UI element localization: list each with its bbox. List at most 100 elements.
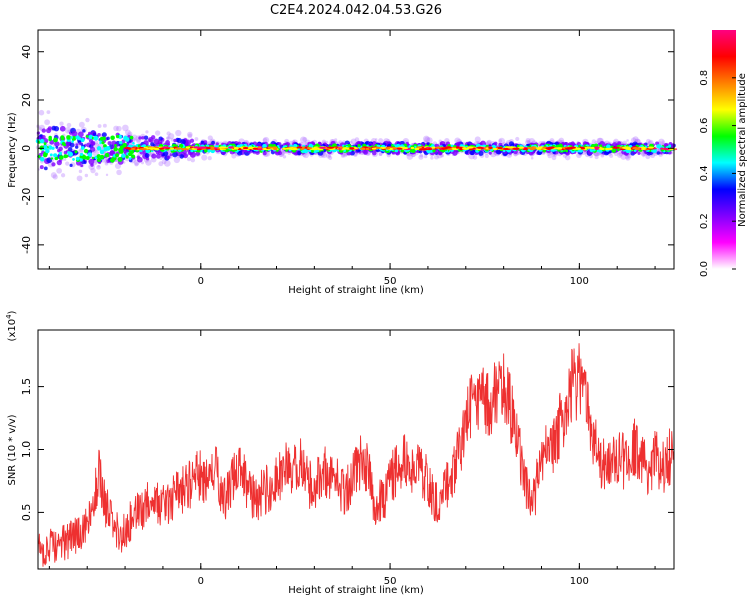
- colorbar-label: Normalized spectral amplitude: [737, 73, 748, 227]
- heatmap-cell: [297, 150, 302, 156]
- heatmap-cell-core: [110, 135, 115, 141]
- heatmap-cell-faint: [38, 109, 45, 116]
- heatmap-cell-core: [113, 147, 118, 152]
- heatmap-cell-faint: [349, 140, 353, 144]
- heatmap-cell-faint: [564, 154, 571, 161]
- heatmap-cell: [464, 150, 469, 155]
- heatmap-cell-faint: [67, 129, 71, 133]
- heatmap-cell-faint: [378, 152, 383, 156]
- heatmap-cell-faint: [173, 156, 181, 164]
- heatmap-cell-core: [128, 157, 132, 160]
- figure-title: C2E4.2024.042.04.53.G26: [270, 3, 442, 18]
- heatmap-cell-faint: [334, 138, 338, 142]
- heatmap-cell-peak: [488, 146, 493, 149]
- heatmap-cell-core: [668, 144, 672, 148]
- heatmap-cell: [203, 140, 208, 144]
- heatmap-cell-faint: [547, 153, 553, 159]
- heatmap-cell: [51, 162, 56, 167]
- heatmap-cell-peak: [312, 147, 320, 150]
- snr-y-axis-label: SNR (10 * v/v): [7, 414, 18, 485]
- colorbar: 0.0 0.2 0.4 0.6 0.8 Normalized spectral ampl…: [699, 30, 748, 277]
- heatmap-cell-faint: [84, 173, 89, 178]
- spectrogram-x-tick-label: 0: [198, 276, 204, 287]
- heatmap-cell-peak: [444, 146, 452, 149]
- heatmap-cell-faint: [378, 152, 383, 156]
- heatmap-cell-faint: [292, 139, 296, 143]
- heatmap-cell: [121, 139, 126, 144]
- heatmap-cell-peak: [306, 146, 312, 150]
- heatmap-cell-core: [75, 156, 80, 161]
- heatmap-cell-core: [102, 136, 106, 141]
- heatmap-cell: [237, 141, 242, 146]
- heatmap-cell: [167, 143, 171, 146]
- heatmap-cell-faint: [262, 138, 268, 143]
- heatmap-cell-peak: [594, 146, 600, 149]
- heatmap-cell-faint: [430, 156, 434, 160]
- heatmap-cell: [155, 153, 161, 159]
- heatmap-cell-peak: [326, 146, 335, 149]
- heatmap-cell-peak: [612, 146, 620, 149]
- spectrogram-heatmap: [35, 109, 678, 182]
- heatmap-cell-faint: [328, 155, 333, 160]
- heatmap-cell-faint: [474, 136, 481, 143]
- heatmap-cell-faint: [141, 161, 144, 165]
- heatmap-cell-core: [204, 149, 208, 153]
- heatmap-cell-faint: [378, 138, 384, 144]
- heatmap-cell: [56, 148, 61, 153]
- heatmap-cell-peak: [431, 146, 436, 149]
- heatmap-cell-faint: [116, 169, 122, 176]
- heatmap-cell-core: [565, 149, 569, 153]
- heatmap-cell: [82, 129, 86, 133]
- heatmap-cell-faint: [406, 153, 414, 160]
- heatmap-cell: [107, 141, 112, 146]
- heatmap-cell-peak: [205, 147, 211, 150]
- heatmap-cell-core: [114, 143, 118, 147]
- heatmap-cell-core: [115, 153, 119, 158]
- heatmap-cell-core: [91, 156, 95, 160]
- heatmap-cell-faint: [231, 153, 237, 159]
- heatmap-cell: [158, 136, 163, 141]
- heatmap-cell-faint: [56, 167, 62, 174]
- heatmap-cell-faint: [658, 138, 665, 146]
- heatmap-cell-peak: [402, 147, 409, 150]
- heatmap-cell-faint: [551, 155, 557, 161]
- heatmap-cell-faint: [154, 130, 161, 136]
- heatmap-cell-faint: [166, 136, 170, 140]
- heatmap-cell-faint: [423, 154, 428, 159]
- heatmap-cell-faint: [90, 167, 96, 174]
- heatmap-cell-core: [39, 156, 45, 162]
- snr-x-tick-label: 100: [570, 576, 589, 587]
- heatmap-cell: [659, 151, 663, 155]
- heatmap-cell-faint: [78, 121, 85, 128]
- heatmap-cell: [97, 132, 101, 137]
- heatmap-cell-peak: [524, 148, 528, 151]
- heatmap-cell-peak: [130, 147, 136, 151]
- heatmap-cell-peak: [512, 147, 520, 150]
- heatmap-cell: [75, 143, 79, 147]
- heatmap-cell-core: [366, 144, 369, 147]
- heatmap-cell-faint: [65, 161, 70, 166]
- heatmap-cell-faint: [60, 173, 66, 178]
- heatmap-cell: [39, 165, 44, 170]
- heatmap-cell-faint: [145, 159, 152, 166]
- heatmap-cell-core: [293, 144, 296, 148]
- heatmap-cell-faint: [299, 136, 307, 144]
- heatmap-cell-core: [129, 135, 134, 140]
- colorbar-tick-label: 0.2: [699, 213, 710, 229]
- heatmap-cell-faint: [596, 152, 601, 157]
- heatmap-cell-faint: [190, 157, 196, 163]
- heatmap-cell: [262, 151, 267, 156]
- heatmap-cell-peak: [296, 146, 303, 149]
- heatmap-cell-core: [43, 145, 48, 150]
- heatmap-cell: [88, 158, 95, 165]
- spectrogram-x-axis-label: Height of straight line (km): [288, 285, 424, 296]
- heatmap-cell-peak: [414, 147, 420, 151]
- heatmap-cell-faint: [207, 135, 213, 141]
- spectrogram-x-tick-label: 100: [570, 276, 589, 287]
- heatmap-cell-peak: [273, 147, 278, 151]
- heatmap-cell-faint: [66, 122, 72, 128]
- heatmap-cell-peak: [169, 147, 175, 150]
- heatmap-cell-faint: [646, 138, 651, 144]
